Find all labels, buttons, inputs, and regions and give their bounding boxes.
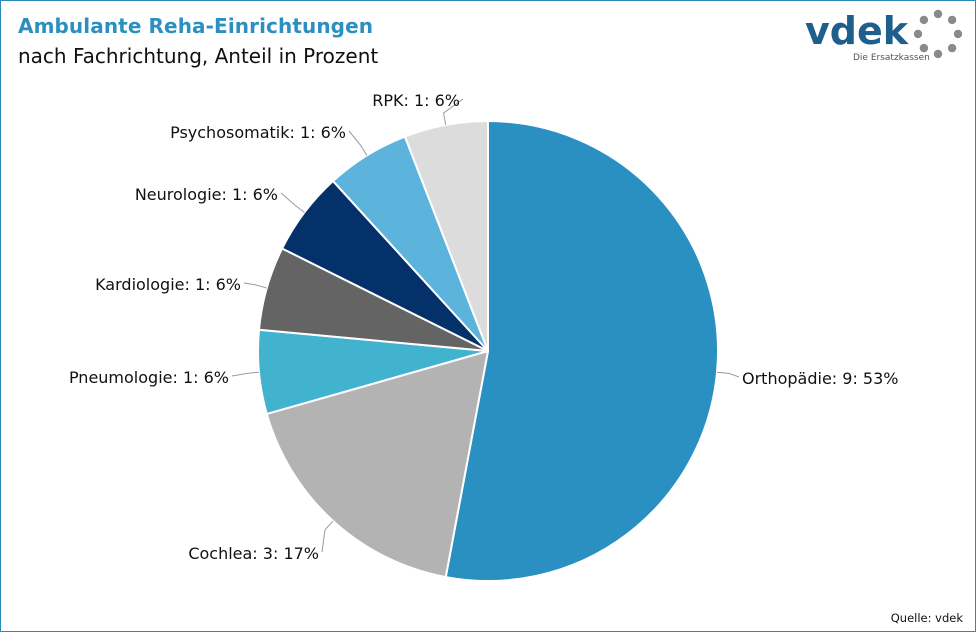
slice-label-orthopaedie: Orthopädie: 9: 53% — [742, 369, 898, 388]
slice-label-pneumologie: Pneumologie: 1: 6% — [69, 368, 229, 387]
leader-line-pneumologie — [231, 371, 260, 377]
logo-wordmark: vdek — [805, 9, 909, 53]
source-note: Quelle: vdek — [890, 611, 963, 625]
leader-line-rpk — [442, 98, 464, 126]
leader-line-psychosomatik — [348, 130, 368, 156]
leader-line-neurologie — [280, 192, 305, 213]
pie-slice-rpk — [403, 120, 489, 352]
slice-label-neurologie: Neurologie: 1: 6% — [135, 185, 278, 204]
slice-label-kardiologie: Kardiologie: 1: 6% — [95, 275, 241, 294]
leader-line-orthopaedie — [716, 371, 740, 378]
chart-subtitle: nach Fachrichtung, Anteil in Prozent — [18, 44, 379, 68]
chart-title: Ambulante Reha-Einrichtungen — [18, 14, 374, 38]
leader-line-cochlea — [321, 520, 334, 553]
leader-line-kardiologie — [243, 282, 267, 289]
pie-slice-orthopaedie — [444, 120, 719, 582]
logo-tagline: Die Ersatzkassen — [853, 53, 930, 63]
slice-label-cochlea: Cochlea: 3: 17% — [188, 544, 319, 563]
pie-slices — [257, 120, 719, 582]
slice-label-rpk: RPK: 1: 6% — [372, 91, 460, 110]
slice-label-psychosomatik: Psychosomatik: 1: 6% — [170, 123, 346, 142]
vdek-logo: vdek Die Ersatzkassen — [801, 7, 971, 69]
logo-ring-icon — [913, 9, 963, 59]
pie-slice-cochlea — [265, 350, 489, 579]
pie-labels: Orthopädie: 9: 53% Cochlea: 3: 17% Pneumol… — [69, 91, 899, 563]
